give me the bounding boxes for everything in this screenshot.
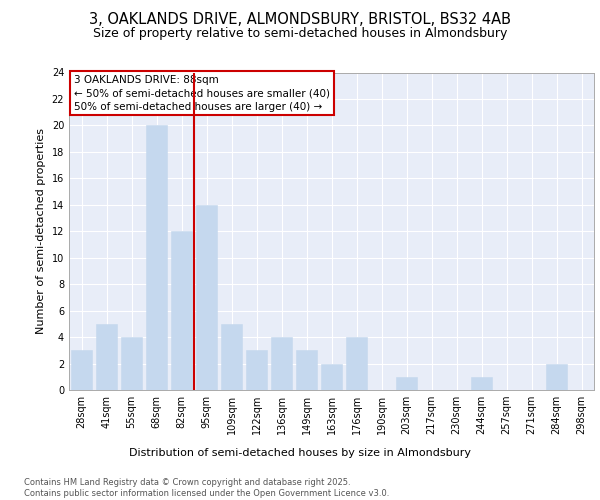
Bar xyxy=(146,126,167,390)
Text: Distribution of semi-detached houses by size in Almondsbury: Distribution of semi-detached houses by … xyxy=(129,448,471,458)
Bar xyxy=(546,364,567,390)
Bar xyxy=(296,350,317,390)
Bar xyxy=(121,337,142,390)
Bar xyxy=(171,231,192,390)
Bar xyxy=(96,324,117,390)
Text: Contains HM Land Registry data © Crown copyright and database right 2025.
Contai: Contains HM Land Registry data © Crown c… xyxy=(24,478,389,498)
Bar xyxy=(221,324,242,390)
Y-axis label: Number of semi-detached properties: Number of semi-detached properties xyxy=(36,128,46,334)
Bar xyxy=(321,364,342,390)
Bar xyxy=(346,337,367,390)
Bar xyxy=(246,350,267,390)
Bar xyxy=(471,377,492,390)
Bar xyxy=(396,377,417,390)
Text: Size of property relative to semi-detached houses in Almondsbury: Size of property relative to semi-detach… xyxy=(93,28,507,40)
Bar xyxy=(196,205,217,390)
Bar xyxy=(71,350,92,390)
Text: 3 OAKLANDS DRIVE: 88sqm
← 50% of semi-detached houses are smaller (40)
50% of se: 3 OAKLANDS DRIVE: 88sqm ← 50% of semi-de… xyxy=(74,75,330,112)
Text: 3, OAKLANDS DRIVE, ALMONDSBURY, BRISTOL, BS32 4AB: 3, OAKLANDS DRIVE, ALMONDSBURY, BRISTOL,… xyxy=(89,12,511,28)
Bar xyxy=(271,337,292,390)
